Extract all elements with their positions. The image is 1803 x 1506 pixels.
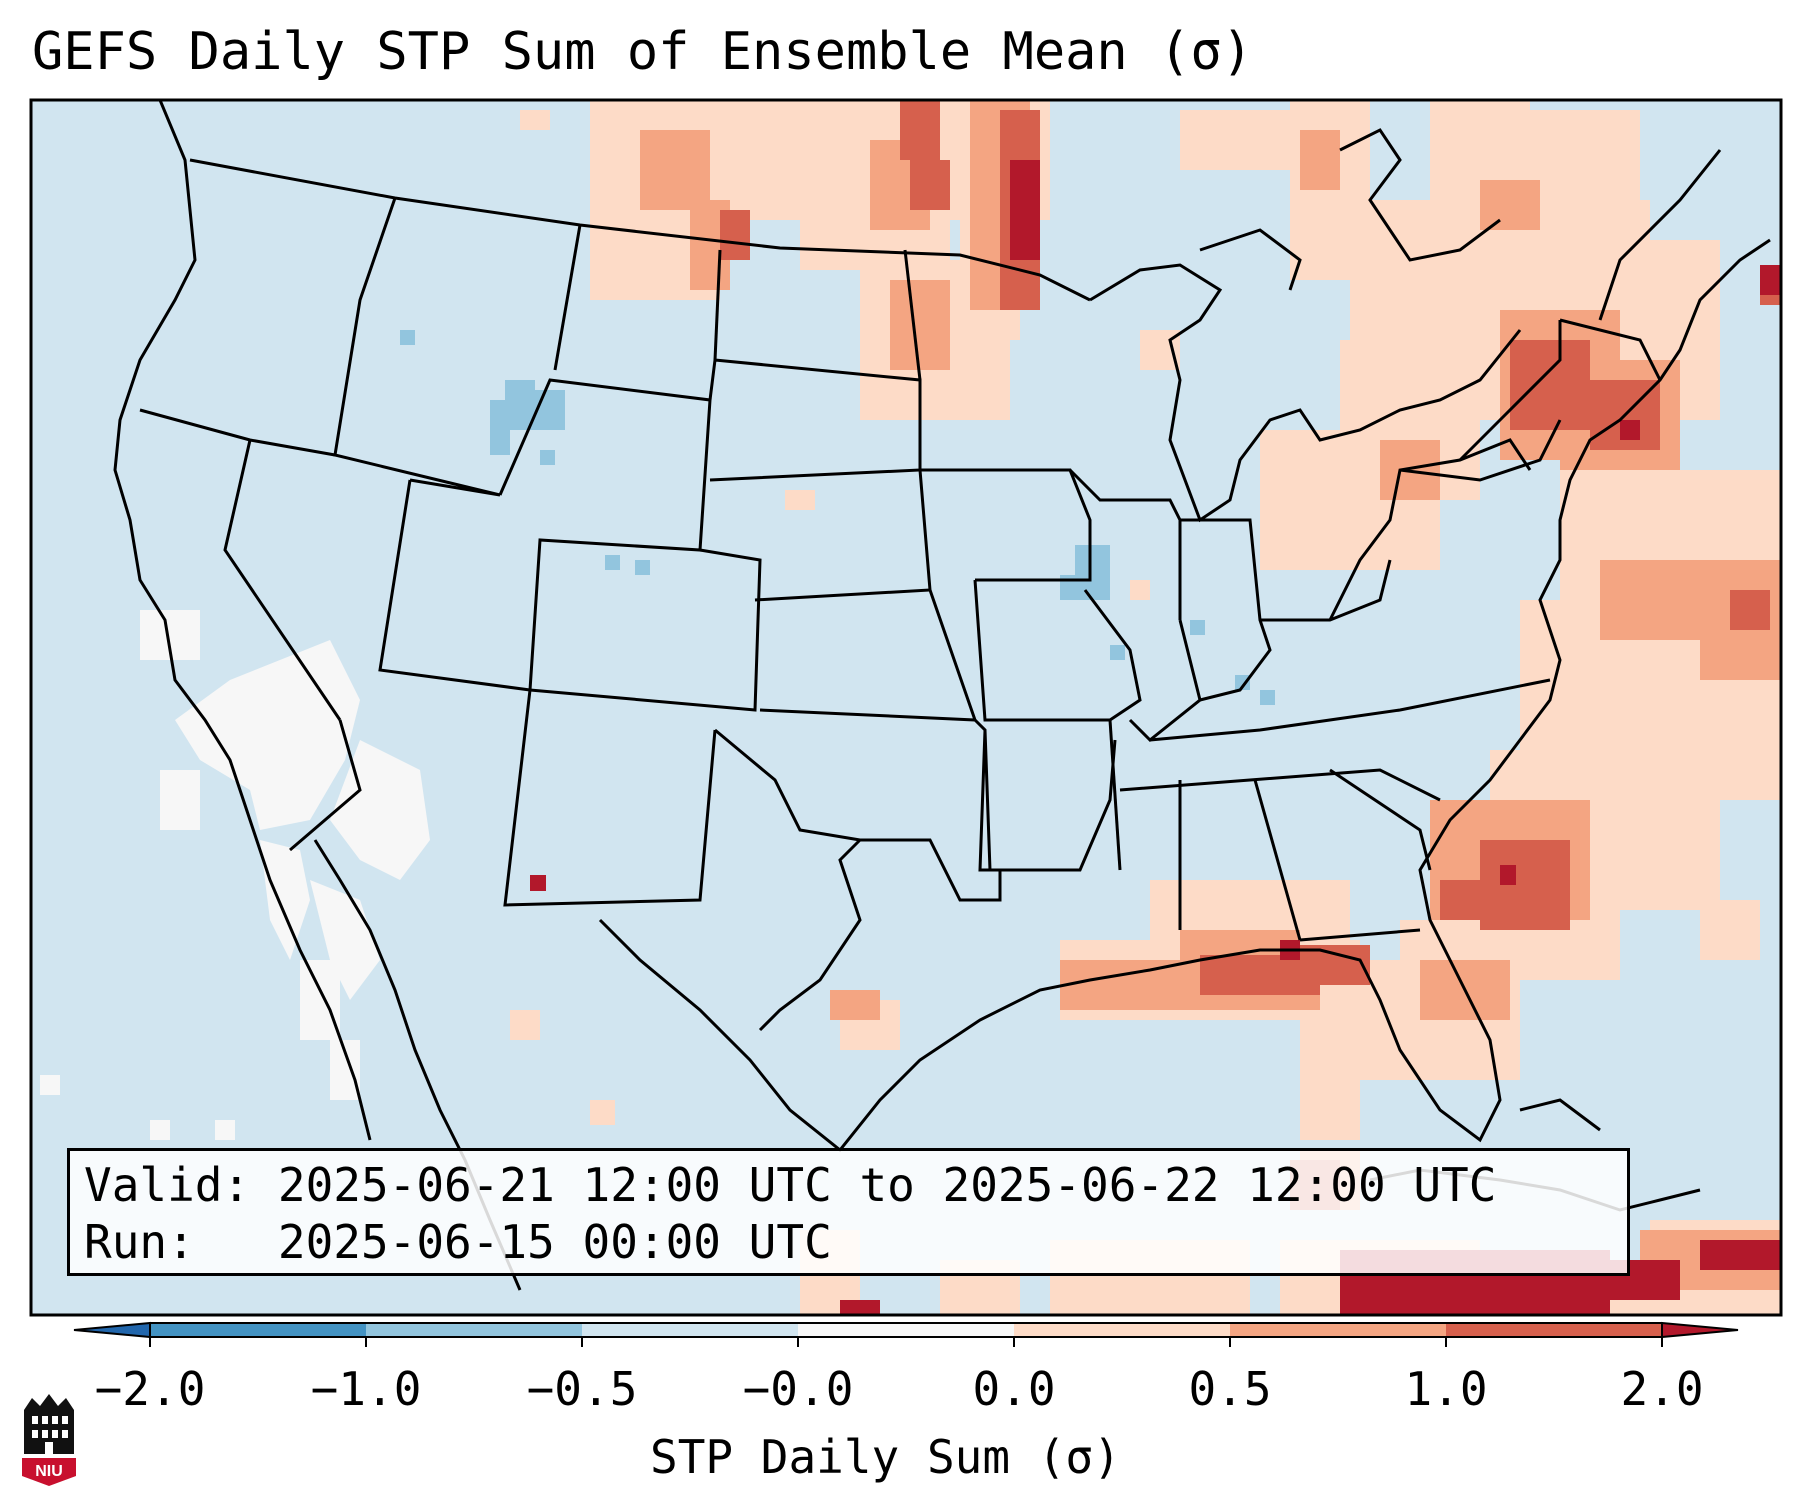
- negative-patches: [400, 330, 1275, 705]
- map-title: GEFS Daily STP Sum of Ensemble Mean (σ): [32, 22, 1253, 82]
- colorbar-bin: [1230, 1323, 1446, 1337]
- niu-logo-icon: NIU: [22, 1394, 76, 1486]
- colorbar-tick-label: −0.5: [526, 1362, 638, 1416]
- colorbar-tick-label: 0.5: [1188, 1362, 1272, 1416]
- colorbar-bin: [1014, 1323, 1230, 1337]
- colorbar-over-arrow: [1661, 1321, 1739, 1339]
- gulf-coastline: [598, 238, 1771, 1153]
- run-value: 2025-06-15 00:00 UTC: [277, 1215, 832, 1269]
- colorbar-tick-label: −0.0: [742, 1362, 854, 1416]
- colorbar-label: STP Daily Sum (σ): [650, 1430, 1121, 1484]
- svg-text:NIU: NIU: [35, 1463, 63, 1480]
- valid-value: 2025-06-21 12:00 UTC to 2025-06-22 12:00…: [277, 1158, 1497, 1212]
- colorbar-bin: [366, 1323, 582, 1337]
- colorbar-under-arrow: [73, 1321, 151, 1339]
- colorbar-tick-label: −2.0: [94, 1362, 206, 1416]
- valid-row: Valid: 2025-06-21 12:00 UTC to 2025-06-2…: [84, 1157, 1613, 1214]
- map-frame: [29, 98, 1783, 1317]
- validity-legend-box: Valid: 2025-06-21 12:00 UTC to 2025-06-2…: [67, 1148, 1630, 1276]
- run-row: Run: 2025-06-15 00:00 UTC: [84, 1214, 1613, 1271]
- boundaries: [113, 100, 1771, 1291]
- colorbar-bin: [1446, 1323, 1662, 1337]
- great-lakes: [1089, 263, 1522, 523]
- colorbar-tick-label: −1.0: [310, 1362, 422, 1416]
- colorbar-bin: [798, 1323, 1014, 1337]
- colorbar-bin: [582, 1323, 798, 1337]
- colorbar-tick-label: 0.0: [972, 1362, 1056, 1416]
- colorbar-ticks: [149, 1337, 1663, 1347]
- colorbar-tick-label: 2.0: [1620, 1362, 1704, 1416]
- valid-label: Valid:: [84, 1158, 251, 1212]
- west-coastline: [113, 100, 372, 1141]
- colorbar-bin: [150, 1323, 366, 1337]
- run-label: Run:: [84, 1215, 195, 1269]
- colorbar-tick-label: 1.0: [1404, 1362, 1488, 1416]
- colorbar: [73, 1321, 1739, 1347]
- colorbar-outline: [149, 1322, 1663, 1338]
- stp-field: [40, 100, 1781, 1315]
